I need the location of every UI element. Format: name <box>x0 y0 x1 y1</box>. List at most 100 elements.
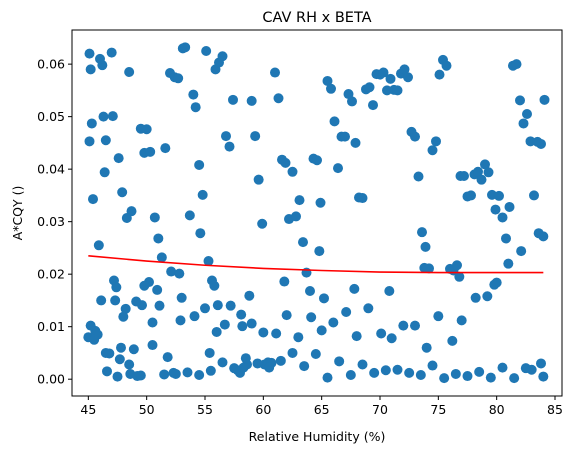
data-point <box>413 171 424 182</box>
data-point <box>509 373 520 384</box>
data-point <box>322 372 333 383</box>
data-point <box>384 285 395 296</box>
data-point <box>209 280 220 291</box>
data-point <box>201 46 212 56</box>
data-point <box>447 335 458 346</box>
data-point <box>279 276 290 287</box>
data-point <box>340 131 350 142</box>
data-point <box>462 371 473 382</box>
data-point <box>454 271 465 282</box>
data-point <box>194 159 205 170</box>
data-point <box>293 332 304 343</box>
data-point <box>225 300 236 311</box>
data-point <box>328 317 339 328</box>
data-point <box>117 187 128 198</box>
chart-title: CAV RH x BETA <box>262 10 371 26</box>
data-point <box>305 285 315 296</box>
data-point <box>319 293 329 304</box>
x-axis: 45 50 55 60 65 70 75 80 85 <box>80 396 563 417</box>
data-point <box>392 85 403 96</box>
data-point <box>246 318 257 329</box>
data-point <box>156 252 167 263</box>
data-point <box>538 371 549 382</box>
data-point <box>113 153 124 164</box>
data-point <box>503 258 514 269</box>
data-point <box>364 82 375 93</box>
data-point <box>427 145 438 156</box>
data-point <box>450 368 461 379</box>
data-point <box>114 354 125 365</box>
data-point <box>511 59 522 70</box>
y-tick-label: 0.01 <box>37 319 65 334</box>
data-point <box>100 135 111 146</box>
data-point <box>287 347 298 358</box>
x-tick-label: 85 <box>547 402 563 417</box>
data-point <box>204 347 215 358</box>
data-point <box>147 340 158 351</box>
data-point <box>154 300 165 311</box>
data-point <box>252 358 263 369</box>
data-point <box>490 204 501 215</box>
data-point <box>124 359 135 370</box>
data-point <box>152 284 163 295</box>
data-point <box>536 358 546 369</box>
data-point <box>96 295 107 306</box>
data-point <box>494 190 504 201</box>
data-point <box>536 138 546 149</box>
y-axis-label: A*CQY () <box>10 186 25 241</box>
data-point <box>334 356 345 367</box>
y-tick-label: 0.03 <box>37 214 65 229</box>
data-point <box>264 362 275 373</box>
data-point <box>95 53 105 64</box>
data-point <box>236 309 247 320</box>
data-point <box>219 319 230 330</box>
data-point <box>190 102 201 113</box>
data-point <box>403 72 413 83</box>
data-point <box>466 190 476 201</box>
data-point <box>203 256 214 267</box>
y-tick-label: 0.04 <box>37 162 65 177</box>
data-point <box>217 357 228 368</box>
data-point <box>398 320 409 331</box>
y-tick-label: 0.02 <box>37 267 65 282</box>
data-point <box>271 328 282 339</box>
data-point <box>392 364 403 375</box>
data-point <box>312 155 322 166</box>
data-point <box>452 260 462 271</box>
data-point <box>112 371 123 382</box>
data-point <box>480 159 490 170</box>
data-point <box>410 131 420 142</box>
data-point <box>369 367 380 378</box>
data-point <box>314 246 325 257</box>
data-point <box>485 372 496 383</box>
data-point <box>107 111 118 122</box>
data-point <box>385 73 396 84</box>
data-point <box>131 296 142 307</box>
data-point <box>84 48 95 59</box>
data-point <box>363 303 374 314</box>
data-point <box>439 373 450 384</box>
data-point <box>497 212 508 223</box>
data-point <box>456 315 467 326</box>
data-point <box>322 75 333 86</box>
data-point <box>149 212 160 223</box>
data-point <box>85 64 96 75</box>
plot-frame <box>71 29 563 397</box>
y-tick-label: 0.05 <box>37 109 65 124</box>
data-point <box>135 370 146 381</box>
data-point <box>212 300 223 311</box>
data-point <box>253 174 264 185</box>
data-point <box>347 96 357 107</box>
data-point <box>229 363 240 374</box>
data-point <box>529 190 539 201</box>
data-point <box>474 366 485 377</box>
data-point <box>176 292 187 303</box>
data-point <box>93 240 104 251</box>
data-point <box>518 118 529 129</box>
data-point <box>351 331 362 342</box>
data-point <box>427 360 438 371</box>
data-point <box>246 95 257 106</box>
data-point <box>410 320 420 331</box>
data-point <box>166 266 177 277</box>
x-tick-label: 80 <box>489 402 505 417</box>
